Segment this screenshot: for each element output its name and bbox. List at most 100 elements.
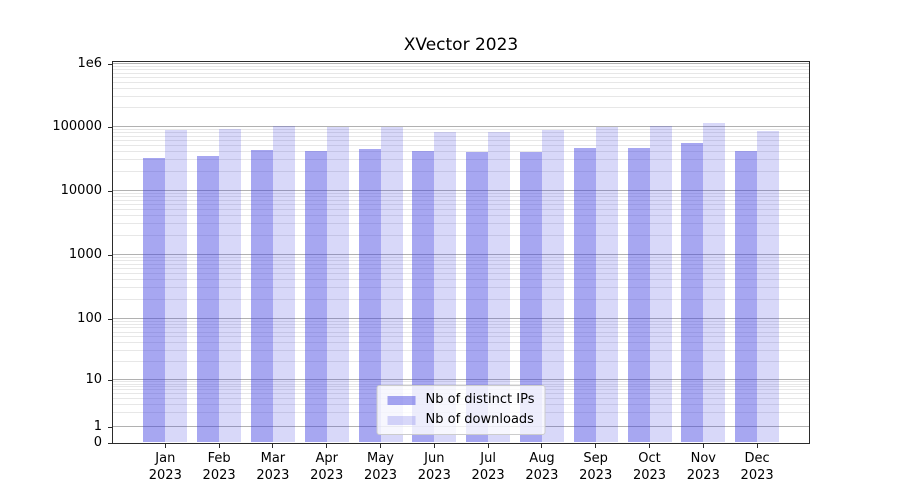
bar-ips (412, 150, 435, 443)
y-tick (108, 318, 112, 320)
bar-downloads (649, 126, 672, 443)
y-tick (108, 254, 112, 256)
y-tick-label: 1000 (68, 247, 102, 262)
gridline-minor (113, 327, 809, 329)
gridline-minor (113, 215, 809, 217)
x-tick-month: Apr (315, 451, 338, 466)
gridline-minor (113, 320, 809, 322)
bar-downloads (434, 131, 457, 443)
x-tick-year: 2023 (579, 468, 613, 483)
x-tick-year: 2023 (417, 468, 451, 483)
legend: Nb of distinct IPs Nb of downloads (376, 385, 546, 435)
gridline-minor (113, 273, 809, 275)
gridline-minor (113, 81, 809, 83)
x-tick (595, 444, 597, 448)
chart-title: XVector 2023 (403, 35, 519, 55)
bar-downloads (595, 127, 618, 443)
x-tick (433, 444, 435, 448)
x-tick (380, 444, 381, 448)
bar-downloads (488, 131, 511, 443)
gridline-minor (113, 349, 809, 351)
x-tick-month: Oct (638, 451, 661, 466)
gridline-minor (113, 279, 809, 281)
gridline-minor (113, 159, 809, 161)
x-tick-month: Jan (155, 451, 176, 466)
bar-ips (250, 149, 273, 443)
x-tick-year: 2023 (525, 468, 559, 483)
y-tick-label: 10 (85, 372, 102, 387)
gridline-minor (113, 287, 809, 289)
y-tick (108, 190, 112, 192)
x-tick-month: Mar (260, 451, 286, 466)
x-tick-year: 2023 (310, 468, 344, 483)
legend-swatch-downloads (387, 415, 416, 425)
gridline-major (113, 318, 809, 319)
x-tick-year: 2023 (740, 468, 774, 483)
y-tick-label: 0 (93, 435, 102, 450)
x-tick-label: Jul 2023 (458, 450, 518, 484)
gridline-minor (113, 72, 809, 74)
y-tick (108, 126, 112, 128)
legend-label-downloads: Nb of downloads (425, 412, 534, 427)
gridline-major (113, 190, 809, 191)
x-tick (541, 444, 543, 448)
gridline-minor (113, 268, 809, 270)
bar-ips (519, 151, 542, 443)
gridline-minor (113, 88, 809, 90)
x-tick (487, 444, 489, 448)
x-tick-year: 2023 (363, 468, 398, 483)
x-tick-year: 2023 (148, 468, 182, 483)
bar-downloads (165, 130, 188, 443)
gridline-minor (113, 256, 809, 258)
y-tick-label: 1 (93, 419, 102, 434)
gridline-minor (113, 128, 809, 130)
gridline-minor (113, 336, 809, 338)
x-tick-month: Jun (424, 451, 445, 466)
x-tick-year: 2023 (686, 468, 720, 483)
legend-swatch-ips (387, 395, 416, 405)
plot-area: Nb of distinct IPs Nb of downloads (112, 61, 810, 444)
x-tick-label: Jun 2023 (404, 450, 464, 484)
gridline-minor (113, 204, 809, 206)
gridline-major (113, 126, 809, 127)
y-tick (108, 426, 112, 428)
bar-downloads (326, 127, 349, 443)
x-tick-label: Jan 2023 (135, 450, 195, 484)
x-tick-year: 2023 (632, 468, 667, 483)
gridline-minor (113, 196, 809, 198)
y-tick-label: 100000 (52, 119, 102, 134)
gridline-minor (113, 145, 809, 147)
bar-downloads (380, 127, 403, 443)
x-tick (326, 444, 328, 448)
x-tick (272, 444, 274, 448)
bar-ips (466, 151, 489, 443)
bar-downloads (703, 123, 726, 443)
x-tick (756, 444, 758, 448)
gridline-minor (113, 69, 809, 71)
legend-item-ips: Nb of distinct IPs (387, 392, 535, 408)
bar-ips (304, 151, 327, 443)
bar-downloads (541, 130, 564, 443)
x-tick-month: Sep (583, 451, 608, 466)
bar-ips (681, 143, 704, 443)
gridline-minor (113, 383, 809, 385)
y-tick-label: 1e6 (77, 56, 102, 71)
gridline-minor (113, 65, 809, 67)
gridline-minor (113, 360, 809, 362)
x-tick-label: May 2023 (351, 450, 411, 484)
gridline-minor (113, 331, 809, 333)
x-tick-month: May (367, 451, 394, 466)
y-tick (108, 442, 112, 444)
x-tick (702, 444, 704, 448)
bar-downloads (219, 129, 242, 443)
gridline-minor (113, 234, 809, 236)
legend-label-ips: Nb of distinct IPs (425, 392, 535, 407)
bar-ips (197, 155, 220, 443)
legend-item-downloads: Nb of downloads (387, 412, 535, 428)
gridline-minor (113, 132, 809, 134)
gridline-minor (113, 199, 809, 201)
x-tick-label: Feb 2023 (189, 450, 249, 484)
x-tick-year: 2023 (471, 468, 505, 483)
x-tick-label: Nov 2023 (673, 450, 733, 484)
